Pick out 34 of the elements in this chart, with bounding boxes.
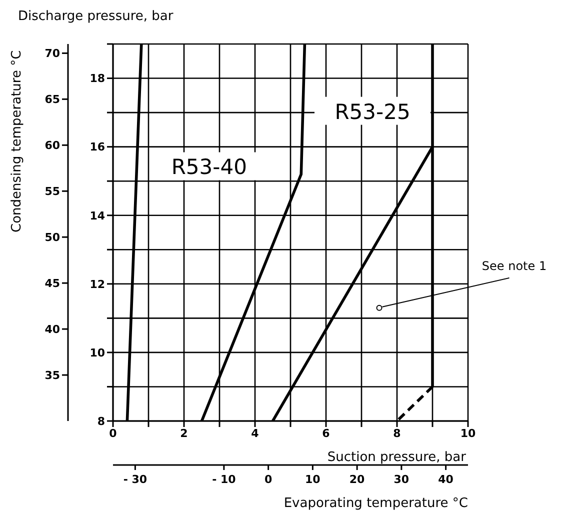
series-label: R53-25 [334, 100, 410, 124]
annotation: See note 1 [482, 258, 547, 273]
y2-tick-label: 60 [44, 139, 60, 152]
y-tick-label: 8 [97, 414, 105, 428]
text: R53-40 [171, 155, 247, 180]
y2-tick-label: 35 [44, 368, 60, 382]
x2-tick-label: 20 [349, 473, 366, 486]
x2-tick-label: 0 [264, 473, 272, 486]
y2-tick-label: 65 [44, 93, 60, 106]
x-tick-label: 10 [460, 426, 476, 440]
x2-tick-label: - 30 [123, 473, 148, 486]
y-tick-label: 14 [90, 209, 106, 222]
x-axis-title: Suction pressure, bar [327, 450, 467, 465]
y2-tick-label: 45 [44, 276, 60, 290]
x2-tick-label: 40 [438, 473, 454, 486]
y2-axis-title: Condensing temperature °C [10, 50, 25, 232]
x2-tick-label: 10 [305, 473, 321, 486]
x-tick-label: 2 [180, 426, 188, 440]
x2-tick-label: - 10 [212, 473, 236, 486]
y-tick-label: 18 [90, 72, 105, 86]
y-tick-label: 10 [90, 346, 106, 360]
y-tick-label: 16 [90, 140, 106, 154]
x2-tick-label: 30 [394, 473, 410, 486]
x-tick-label: 8 [393, 426, 401, 440]
x-tick-label: 4 [251, 426, 260, 440]
x-tick-label: 0 [109, 426, 118, 440]
y-tick-label: 12 [90, 278, 105, 291]
y2-tick-label: 40 [44, 322, 60, 336]
y2-tick-label: 55 [44, 185, 60, 198]
y2-tick-label: 70 [44, 47, 60, 60]
y2-tick-label: 50 [44, 231, 60, 244]
x2-axis-title: Evaporating temperature °C [284, 496, 468, 511]
y-axis-title: Discharge pressure, bar [18, 9, 174, 24]
x-tick-label: 6 [322, 426, 330, 440]
